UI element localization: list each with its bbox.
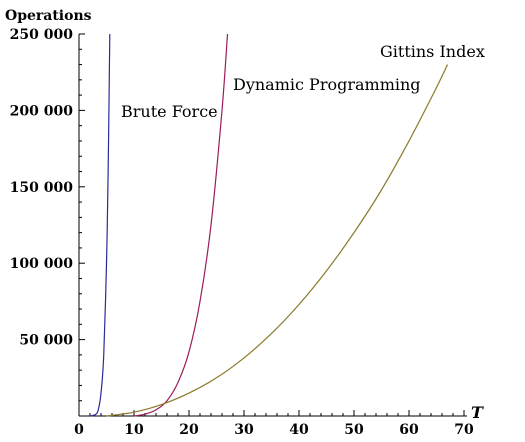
x-tick-label: 30 xyxy=(234,422,254,438)
x-tick-label: 0 xyxy=(74,422,84,438)
series-label-dynamic-programming: Dynamic Programming xyxy=(233,75,421,94)
series-lines xyxy=(89,33,449,417)
series-labels: Brute Force Dynamic Programming Gittins … xyxy=(121,42,485,121)
tick-group: 0 10 20 30 40 50 60 70 50 000 100 000 150 000 200 0… xyxy=(10,27,474,438)
axes: Operations T xyxy=(5,8,484,422)
x-tick-label: 10 xyxy=(124,422,144,438)
y-tick-label: 100 000 xyxy=(10,256,74,272)
y-tick-label: 200 000 xyxy=(10,103,74,119)
series-line-dynamic-programming xyxy=(133,33,229,417)
x-tick-label: 20 xyxy=(179,422,199,438)
y-tick-label: 250 000 xyxy=(10,27,74,43)
x-tick-label: 70 xyxy=(454,422,474,438)
x-tick-label: 50 xyxy=(344,422,364,438)
x-tick-label: 60 xyxy=(399,422,419,438)
series-line-gittins-index xyxy=(106,64,449,417)
x-axis-title: T xyxy=(471,403,484,422)
series-label-brute-force: Brute Force xyxy=(121,102,218,121)
y-axis-title: Operations xyxy=(5,8,92,24)
series-line-brute-force xyxy=(89,33,111,417)
y-tick-label: 50 000 xyxy=(19,333,73,349)
y-tick-label: 150 000 xyxy=(10,180,74,196)
series-label-gittins-index: Gittins Index xyxy=(380,42,485,61)
x-tick-label: 40 xyxy=(289,422,309,438)
